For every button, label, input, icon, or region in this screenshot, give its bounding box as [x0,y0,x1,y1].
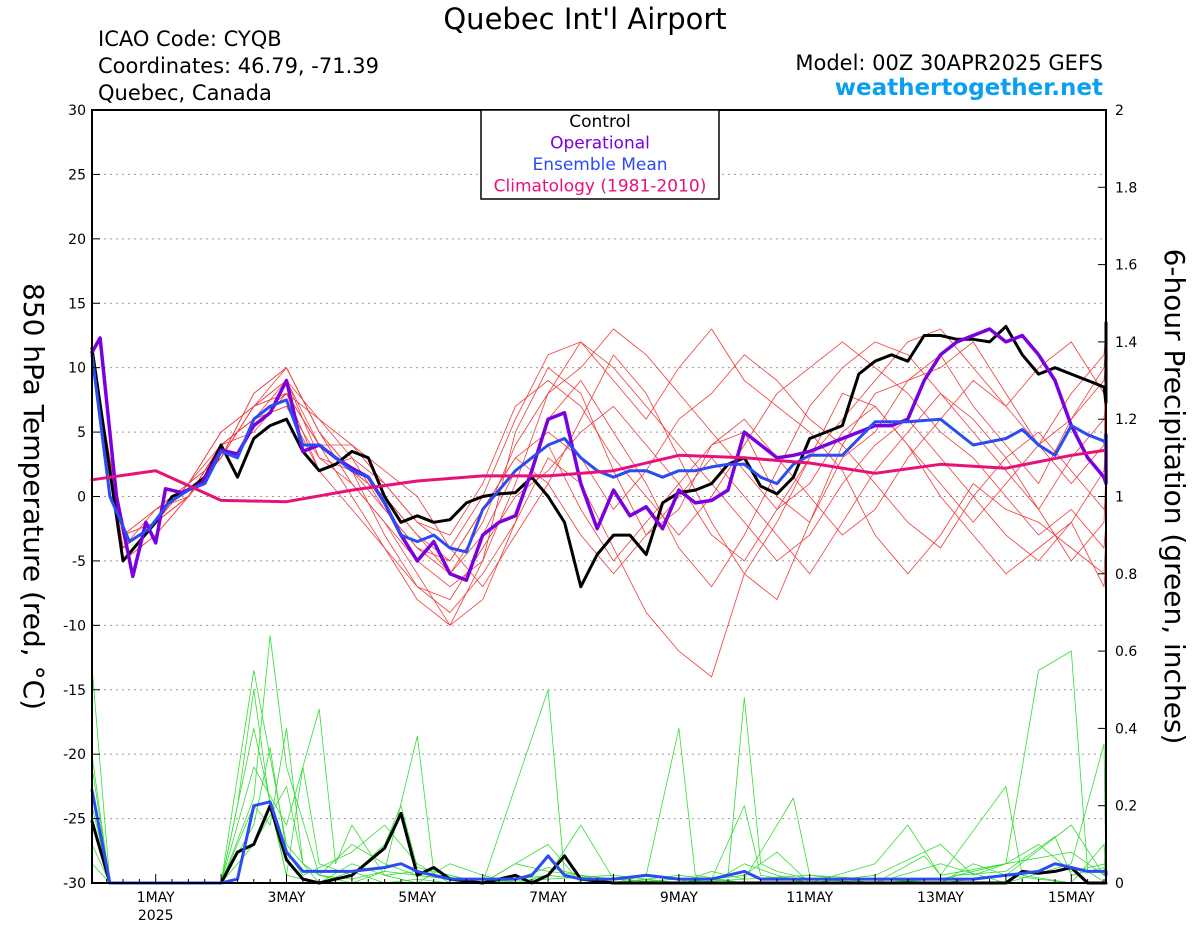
y-right-tick-label: 2 [1115,103,1124,119]
y-left-tick-label: 5 [77,425,86,441]
legend-entry: Operational [550,134,650,154]
x-tick-label: 1MAY [137,890,175,906]
legend-entry: Climatology (1981-2010) [494,177,707,197]
coordinates: Coordinates: 46.79, -71.39 [98,54,379,78]
legend-entry: Control [569,112,630,132]
y-right-tick-label: 1.4 [1115,335,1137,351]
legend-entry: Ensemble Mean [532,155,667,175]
y-left-tick-label: -30 [63,876,86,892]
y-right-tick-label: 0.4 [1115,721,1137,737]
y-right-tick-label: 0.8 [1115,567,1137,583]
x-tick-sublabel: 2025 [138,908,174,924]
temperature-member-line [91,341,1107,626]
gridlines [92,173,1106,820]
y-left-tick-label: 10 [68,361,86,377]
temperature-member-line [91,328,1107,600]
ensemble-mean-precip-line [90,788,1108,885]
x-tick-label: 15MAY [1048,890,1095,906]
plot-frame [91,109,1107,884]
y-left-tick-label: 30 [68,103,86,119]
y-left-tick-label: 15 [68,296,86,312]
site-link[interactable]: weathertogether.net [834,75,1103,101]
temperature-member-line [91,328,1107,575]
temperature-member-line [91,328,1107,575]
x-tick-label: 9MAY [660,890,698,906]
x-tick-label: 5MAY [398,890,436,906]
y-left-tick-label: -20 [63,747,86,763]
icao-code: ICAO Code: CYQB [98,27,282,51]
precipitation-member-line [91,697,1107,884]
control-precip-line [90,804,1108,885]
main-series [90,321,1108,885]
y-left-tick-label: -15 [63,683,86,699]
axes: -30-25-20-15-10-505101520253000.20.40.60… [17,103,1191,924]
y-right-tick-label: 0.6 [1115,644,1137,660]
operational-line [90,327,1108,582]
model-run: Model: 00Z 30APR2025 GEFS [795,51,1103,75]
location: Quebec, Canada [98,81,272,105]
temperature-members [91,328,1107,678]
precipitation-member-line [91,747,1107,884]
y-right-axis-title: 6-hour Precipitation (green, inches) [1158,249,1191,745]
x-tick-label: 7MAY [529,890,567,906]
y-left-tick-label: 25 [68,167,86,183]
y-left-tick-label: -5 [72,554,86,570]
ensemble-mean-line [90,353,1108,554]
y-right-tick-label: 0.2 [1115,799,1137,815]
climatology-1981-2010-line [90,448,1108,504]
x-tick-label: 3MAY [267,890,305,906]
control-line [90,321,1108,589]
y-left-tick-label: -25 [63,812,86,828]
y-left-tick-label: 0 [77,490,86,506]
y-left-axis-title: 850 hPa Temperature (red, °C) [17,283,50,710]
y-right-tick-label: 1 [1115,490,1124,506]
legend-box [480,109,720,200]
y-right-tick-label: 1.6 [1115,258,1137,274]
chart-title: Quebec Int'l Airport [443,2,727,36]
y-left-tick-label: -10 [63,618,86,634]
precipitation-member-line [91,728,1107,884]
x-tick-label: 11MAY [786,890,833,906]
y-right-tick-label: 1.8 [1115,180,1137,196]
y-left-tick-label: 20 [68,232,86,248]
temperature-member-line [91,341,1107,626]
y-right-tick-label: 0 [1115,876,1124,892]
temperature-member-line [91,341,1107,588]
y-right-tick-label: 1.2 [1115,412,1137,428]
x-tick-label: 13MAY [917,890,964,906]
